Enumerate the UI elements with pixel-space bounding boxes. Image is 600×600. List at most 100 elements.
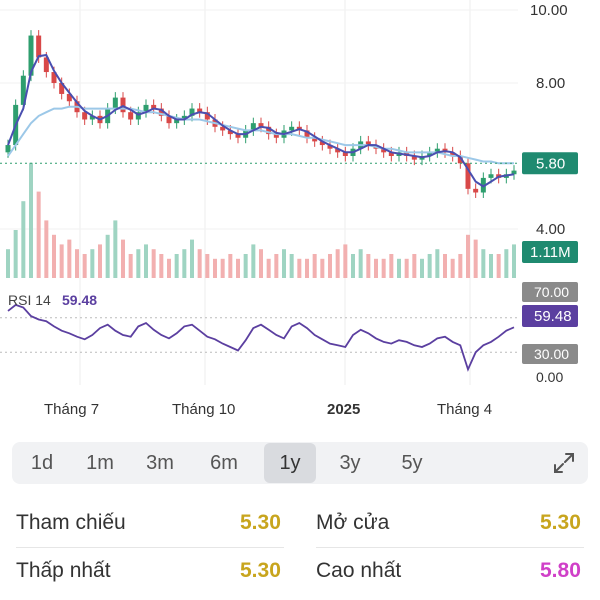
volume-bar [259,249,263,278]
volume-bar [243,254,248,278]
candle-body [381,148,387,153]
candle-body [43,57,49,73]
x-axis-label: 2025 [327,401,360,418]
volume-bar [75,249,79,278]
volume-bar [289,254,294,278]
candle-body [66,93,72,102]
candle-body [82,112,88,120]
volume-bar [358,249,363,278]
volume-bar [381,258,386,278]
timeframe-3m[interactable]: 3m [146,452,174,474]
volume-bar [36,191,41,278]
volume-bar [450,258,455,278]
price-tick-label: 8.00 [536,75,565,92]
volume-bar [182,249,187,278]
timeframe-6m[interactable]: 6m [210,452,238,474]
volume-bar [251,244,256,278]
candle-body [189,108,195,116]
stat-high-label: Cao nhất [316,559,402,582]
volume-bar [67,239,72,278]
volume-bar [397,258,401,278]
timeframe-1d[interactable]: 1d [30,452,54,474]
candle-body [59,83,65,94]
price-tick-label: 4.00 [536,221,565,238]
last-price-badge [522,152,578,175]
rsi-line [7,303,515,372]
stock-chart[interactable]: 10.00 8.00 4.00 5.80 1.11M RSI 14 59.48 70.00 59… [0,0,600,430]
candle-body [227,130,233,135]
candle-body [312,137,318,142]
x-axis-label: Tháng 4 [437,401,492,418]
candle-body [166,115,172,124]
volume-bar [458,254,463,278]
volume-bar [213,258,217,278]
volume-bar [52,234,56,278]
candle-body [197,108,203,113]
candle-body [250,123,256,131]
candle-body [235,134,241,138]
stat-low-label: Thấp nhất [16,559,111,582]
candle-body [304,130,310,138]
timeframe-1m[interactable]: 1m [86,452,114,474]
rsi-level-label: 70.00 [534,284,569,300]
volume-bar [297,258,302,278]
volume-bar [220,258,225,278]
volume-bar [98,244,102,278]
volume-bar [496,254,501,278]
volume-bar [266,258,271,278]
volume-bar [466,234,470,278]
divider [316,547,584,548]
candle-body [450,152,456,156]
stat-open-value: 5.30 [540,511,581,534]
candle-body [319,141,325,146]
volume-bar [320,258,325,278]
volume-bar [236,258,240,278]
volume-bar [6,249,10,278]
volume-bar [473,239,478,278]
candle-body [181,115,187,120]
timeframe-3y[interactable]: 3y [339,452,361,474]
rsi-label: RSI 14 [8,292,51,308]
volume-bar [13,230,18,278]
volume-bar [21,201,26,278]
volume-bar [420,258,424,278]
candle-body [220,126,226,131]
volume-bar [167,258,171,278]
candle-body [327,145,333,149]
expand-icon[interactable] [552,451,576,475]
volume-bar [328,254,332,278]
volume-bar [174,254,179,278]
volume-bar [274,254,279,278]
volume-bar [105,234,110,278]
candle-body [465,163,471,189]
x-axis-label: Tháng 10 [172,401,235,418]
volume-label: 1.11M [530,244,571,261]
rsi-value-label: 59.48 [62,292,97,308]
divider [16,547,284,548]
candle-body [89,115,95,120]
volume-bar [504,249,509,278]
candle-body [158,108,164,116]
candle-body [266,126,272,135]
candle-body [128,112,134,120]
candle-body [365,141,371,146]
volume-bar [228,254,233,278]
volume-bar [128,254,133,278]
volume-bar [90,249,95,278]
candle-body [174,119,180,124]
candle-body [289,126,295,131]
candle-body [143,104,149,113]
timeframe-5y[interactable]: 5y [401,452,423,474]
stat-reference-label: Tham chiếu [16,511,126,534]
ma10-line [7,53,515,188]
volume-bar [82,254,87,278]
volume-bar [351,254,355,278]
rsi-30-badge [522,344,578,364]
timeframe-1y[interactable]: 1y [264,443,316,483]
candle-body [51,72,57,83]
volume-bar [305,258,309,278]
candle-body [342,152,348,156]
stat-open-label: Mở cửa [316,511,390,534]
volume-bar [151,249,156,278]
volume-bar [374,258,378,278]
